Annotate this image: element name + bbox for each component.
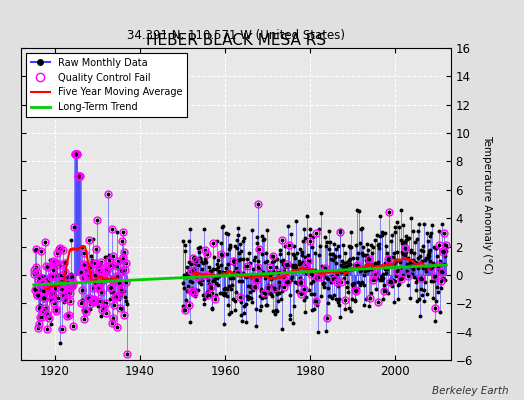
Legend: Raw Monthly Data, Quality Control Fail, Five Year Moving Average, Long-Term Tren: Raw Monthly Data, Quality Control Fail, … bbox=[26, 53, 187, 117]
Text: 34.391 N, 110.571 W (United States): 34.391 N, 110.571 W (United States) bbox=[127, 29, 345, 42]
Y-axis label: Temperature Anomaly (°C): Temperature Anomaly (°C) bbox=[482, 134, 493, 274]
Text: Berkeley Earth: Berkeley Earth bbox=[432, 386, 508, 396]
Title: HEBER BLACK MESA RS: HEBER BLACK MESA RS bbox=[146, 33, 326, 48]
